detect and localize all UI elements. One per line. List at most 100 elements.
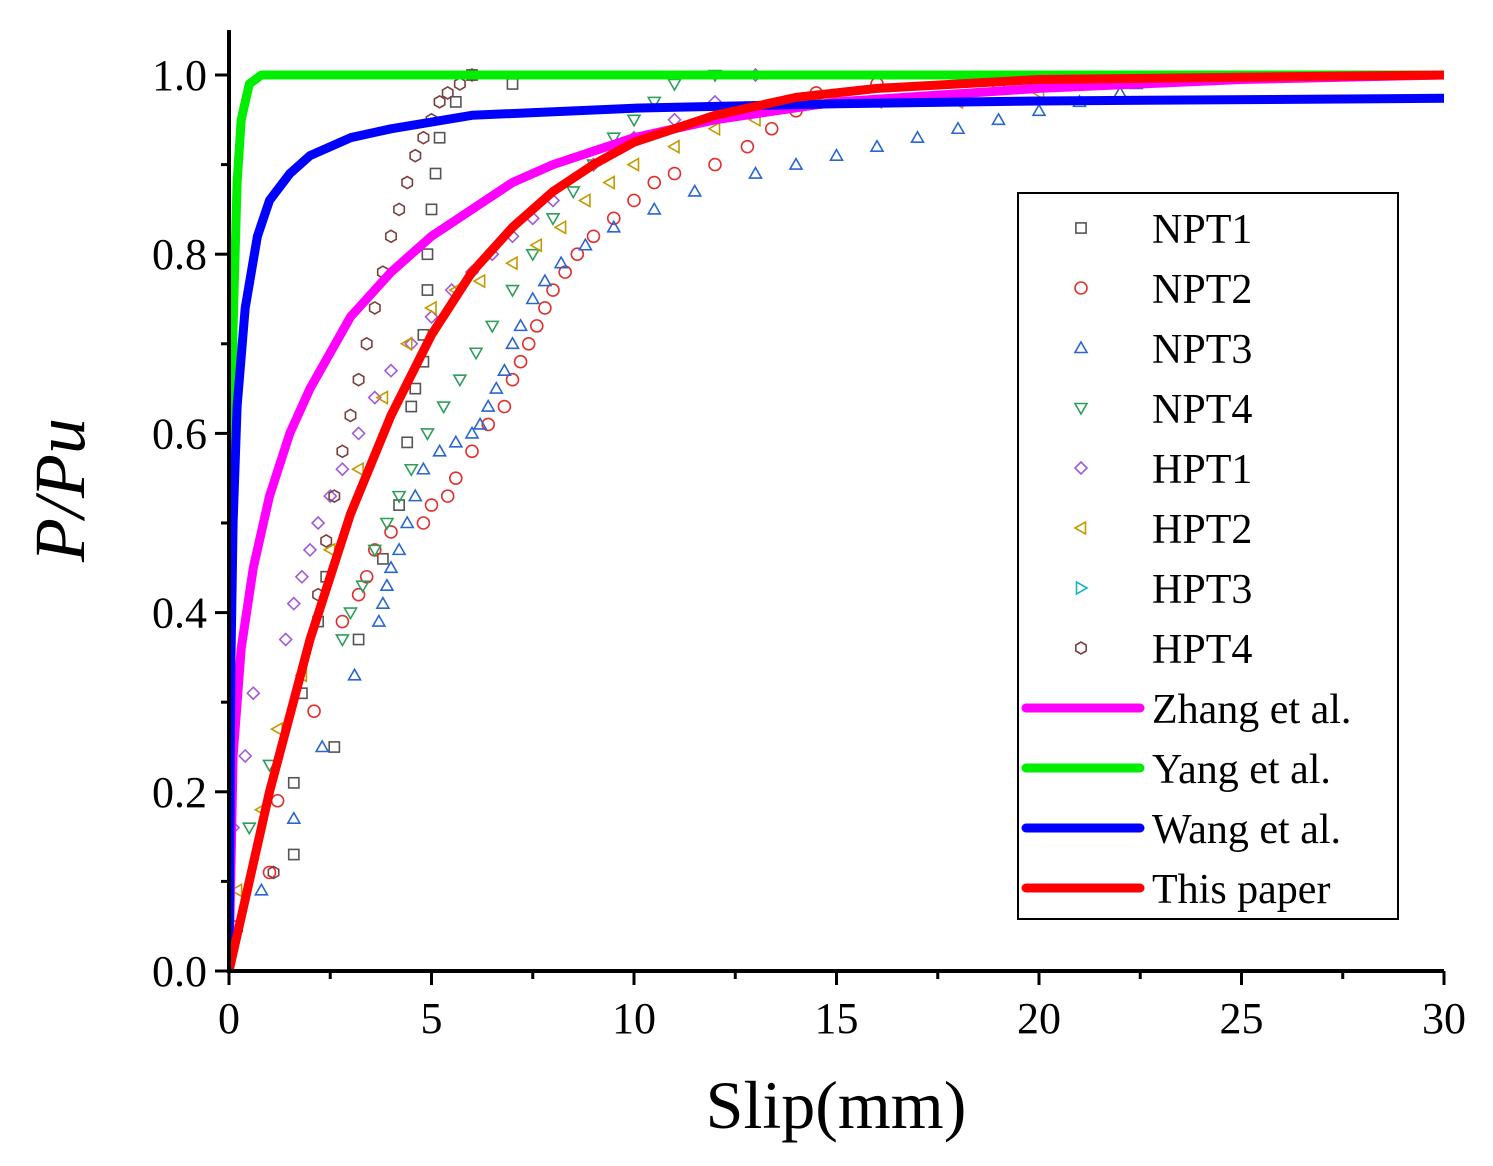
- data-point: [505, 372, 520, 387]
- legend-marker-swatch: [1073, 520, 1087, 536]
- data-point: [433, 94, 446, 109]
- series-hpt1: [229, 67, 763, 835]
- data-point: [409, 382, 422, 395]
- data-point: [764, 121, 779, 136]
- legend-entry: HPT1: [1073, 447, 1252, 493]
- legend-entry: HPT4: [1075, 627, 1252, 673]
- legend-entry: NPT3: [1073, 327, 1252, 373]
- data-point: [606, 211, 621, 226]
- legend-marker-swatch: [1075, 580, 1089, 596]
- series-hpt4: [267, 68, 478, 880]
- data-point: [429, 167, 442, 180]
- data-point: [553, 219, 567, 235]
- legend-marker-swatch: [1074, 281, 1088, 295]
- data-point: [452, 374, 468, 388]
- legend-label: HPT1: [1152, 447, 1252, 493]
- data-point: [229, 882, 243, 898]
- data-point: [436, 401, 452, 415]
- data-point: [432, 443, 447, 457]
- data-point: [335, 462, 350, 477]
- data-point: [829, 148, 844, 161]
- x-tick-label: 30: [1422, 994, 1466, 1043]
- y-tick-label: 0.0: [152, 947, 207, 996]
- data-point: [546, 283, 560, 297]
- legend-marker-swatch: [1073, 340, 1089, 354]
- data-point: [399, 336, 413, 352]
- data-point: [355, 580, 371, 594]
- x-tick-label: 25: [1220, 994, 1264, 1043]
- data-point: [401, 175, 414, 190]
- tick-labels: 0 5 10 15 20 25 30 0.0 0.2 0.4 0.6 0.8 1.0: [152, 51, 1466, 1043]
- data-point: [525, 248, 541, 262]
- data-point: [254, 882, 269, 896]
- legend-label: Wang et al.: [1152, 807, 1341, 853]
- y-tick-label: 0.2: [152, 768, 207, 817]
- legend-marker-swatch: [1075, 222, 1087, 234]
- y-tick-label: 0.4: [152, 589, 207, 638]
- legend-entry: NPT4: [1073, 387, 1252, 433]
- legend-label: Zhang et al.: [1152, 687, 1351, 733]
- data-point: [577, 193, 591, 208]
- data-point: [910, 130, 925, 144]
- data-point: [441, 85, 454, 100]
- data-point: [468, 347, 484, 361]
- data-point: [513, 318, 528, 332]
- data-point: [505, 284, 520, 298]
- data-point: [453, 77, 466, 91]
- data-point: [448, 471, 463, 486]
- data-point: [537, 273, 553, 287]
- data-point: [578, 237, 593, 251]
- data-point: [421, 248, 434, 261]
- data-point: [359, 569, 374, 584]
- legend-label: HPT4: [1152, 627, 1252, 673]
- x-tick-label: 10: [612, 994, 656, 1043]
- data-point: [347, 667, 362, 681]
- data-point: [399, 515, 415, 529]
- data-point: [314, 739, 330, 753]
- data-point: [424, 498, 439, 512]
- data-point: [666, 139, 680, 155]
- data-point: [606, 219, 622, 233]
- data-point: [335, 614, 350, 629]
- data-point: [407, 488, 423, 502]
- data-point: [367, 390, 382, 405]
- series-this-paper: [229, 70, 1444, 971]
- data-point: [1031, 103, 1047, 117]
- data-point: [384, 525, 398, 539]
- legend-entry: Zhang et al.: [1021, 687, 1351, 733]
- x-tick-label: 0: [218, 994, 240, 1043]
- x-tick-label: 5: [421, 994, 443, 1043]
- data-point: [336, 444, 349, 459]
- data-point: [287, 776, 300, 789]
- x-tick-label: 20: [1017, 994, 1061, 1043]
- data-point: [371, 613, 387, 627]
- data-point: [416, 461, 431, 475]
- legend-label: NPT3: [1152, 327, 1252, 373]
- data-point: [286, 596, 301, 611]
- data-point: [465, 444, 479, 459]
- data-point: [513, 354, 528, 369]
- data-point: [360, 336, 373, 351]
- data-point: [626, 114, 642, 128]
- axes: [215, 30, 1446, 985]
- data-point: [497, 363, 512, 376]
- data-point: [267, 865, 280, 880]
- data-point: [586, 229, 601, 244]
- data-point: [545, 213, 561, 226]
- series-wang-et-al-: [229, 93, 1444, 971]
- data-point: [602, 175, 616, 190]
- data-point: [379, 517, 395, 531]
- legend-entry: NPT2: [1074, 267, 1252, 313]
- data-point: [294, 569, 310, 584]
- data-point: [497, 399, 512, 414]
- data-point: [421, 284, 434, 296]
- data-point: [391, 490, 407, 504]
- data-point: [335, 634, 350, 648]
- legend-label: HPT2: [1152, 507, 1252, 553]
- data-point: [869, 139, 885, 152]
- data-point: [606, 132, 622, 146]
- data-point: [558, 265, 572, 279]
- data-point: [521, 336, 536, 351]
- data-point: [687, 183, 703, 197]
